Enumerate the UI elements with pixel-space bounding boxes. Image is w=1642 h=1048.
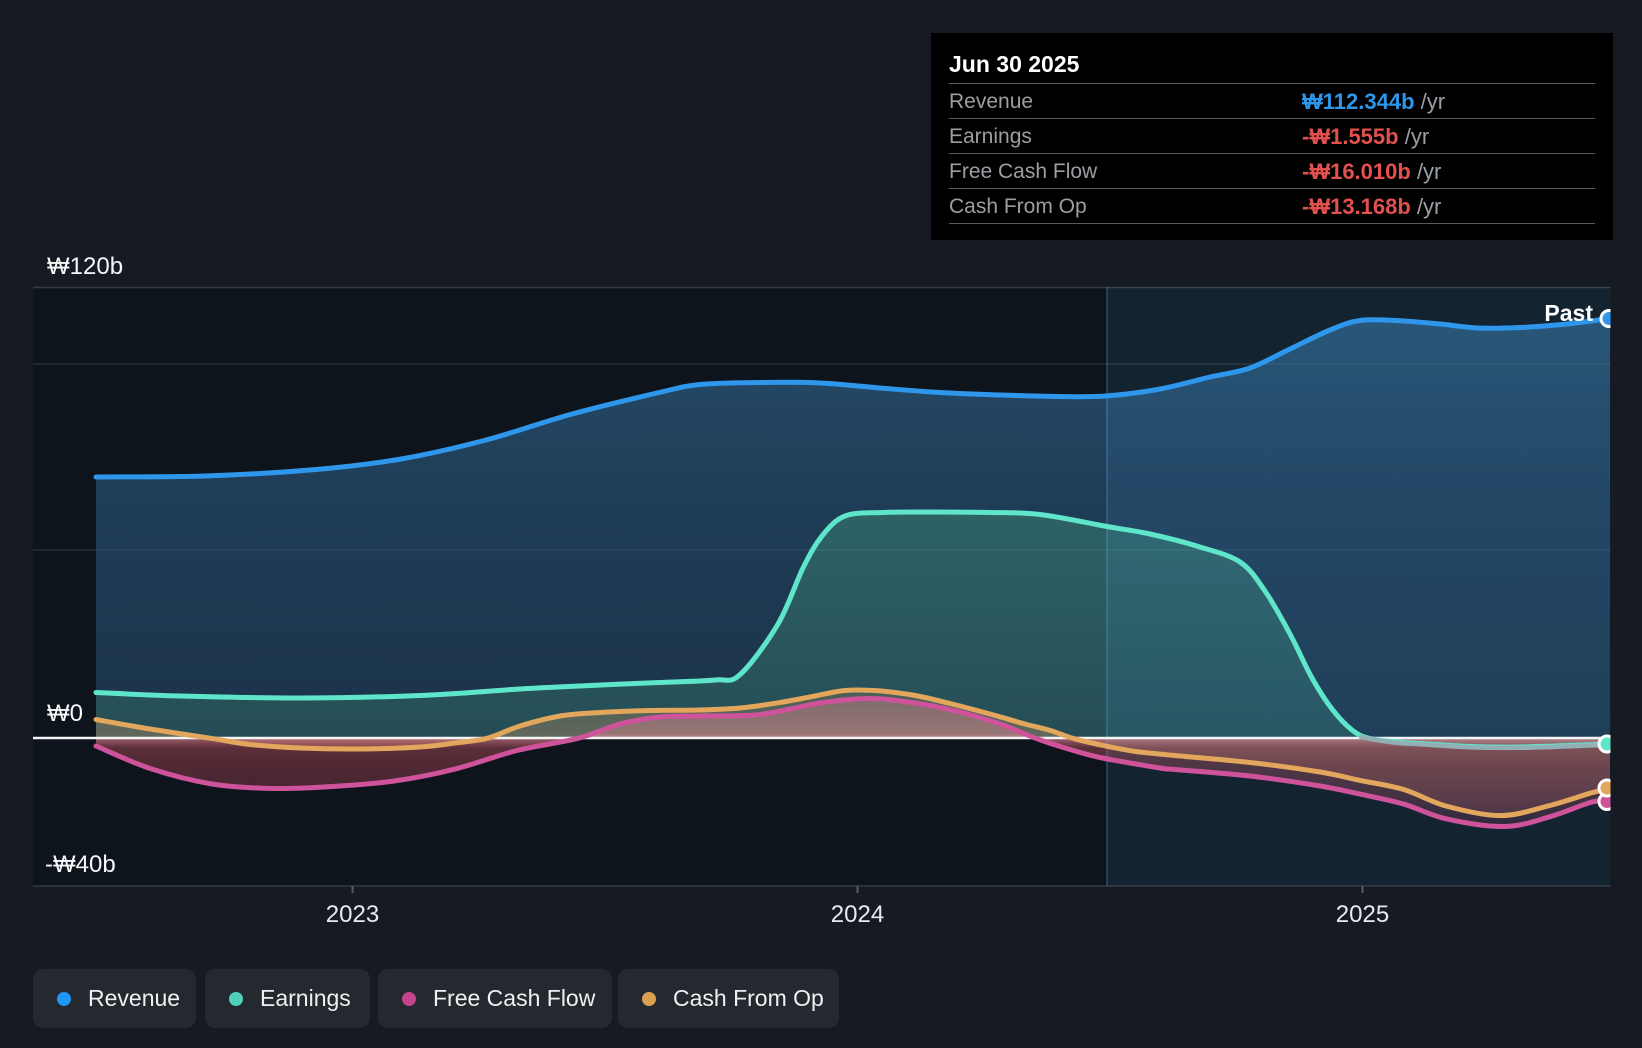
svg-text:-₩40b: -₩40b [45,851,116,878]
svg-text:₩120b: ₩120b [47,253,123,280]
svg-text:2023: 2023 [326,901,379,928]
svg-text:2024: 2024 [831,901,884,928]
svg-text:₩0: ₩0 [47,700,83,727]
svg-text:Past: Past [1544,300,1593,326]
svg-text:2025: 2025 [1336,901,1389,928]
